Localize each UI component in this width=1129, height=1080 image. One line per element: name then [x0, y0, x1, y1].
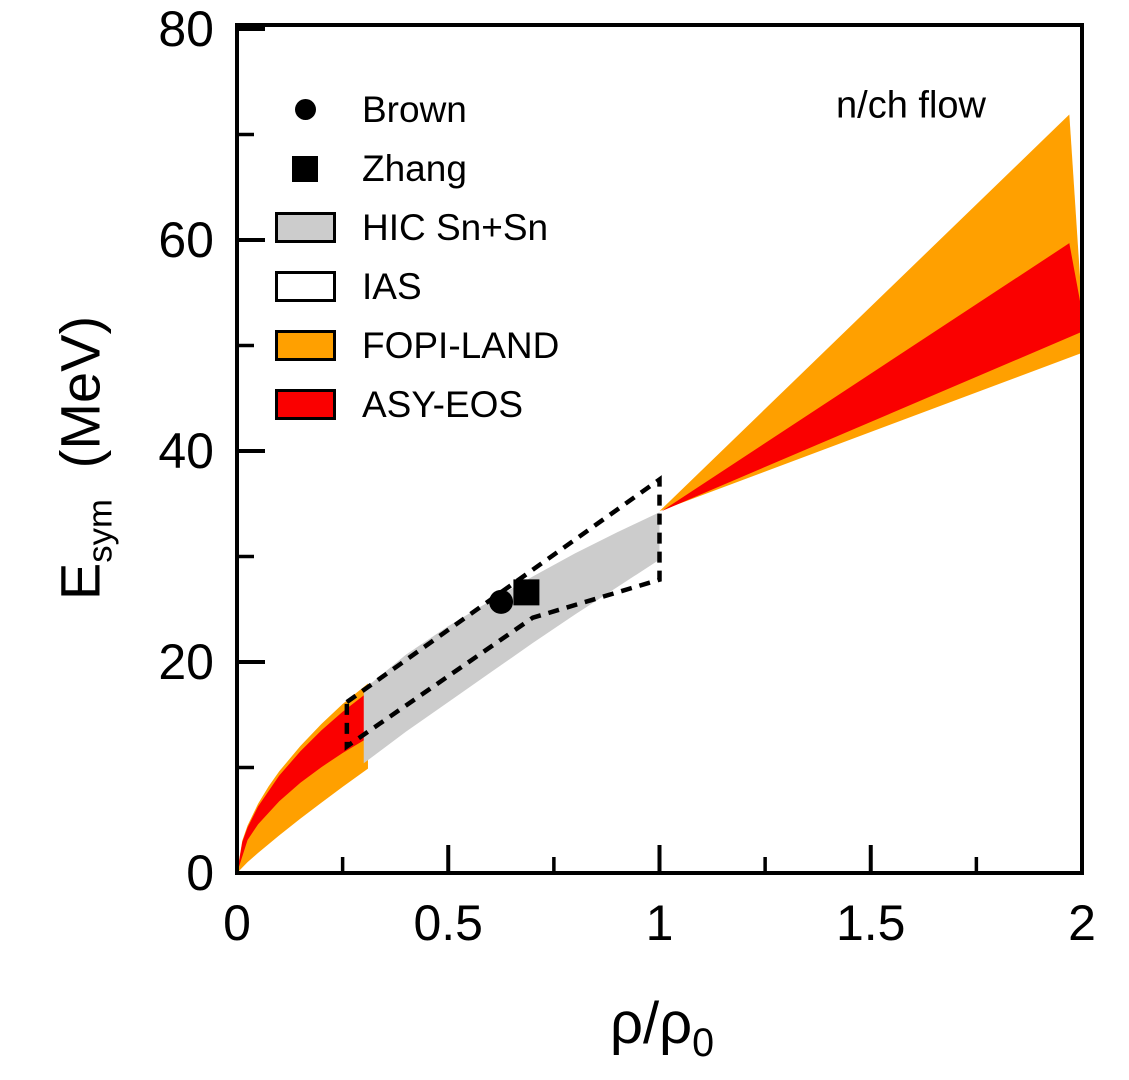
x-tick-label-0.5: 0.5 [413, 895, 483, 951]
legend: Brown Zhang HIC Sn+Sn IAS FOPI-LAND ASY-EOS [272, 80, 559, 434]
y-axis-symbol: E [48, 562, 112, 601]
fopi-land-box-swatch-icon [274, 330, 336, 361]
legend-label-fopi-land: FOPI-LAND [362, 324, 560, 366]
brown-circle-swatch-icon [294, 99, 316, 120]
x-axis-title: ρ/ρ0 [610, 990, 714, 1066]
x-tick-label-0: 0 [223, 895, 251, 951]
legend-label-hic-sn-sn: HIC Sn+Sn [362, 206, 549, 248]
marker-brown [489, 589, 514, 614]
y-axis-title: Esym (MeV) [47, 316, 120, 600]
marker-zhang [513, 579, 540, 606]
legend-item-ias: IAS [272, 257, 559, 316]
x-axis-symbol: ρ/ρ [609, 991, 693, 1057]
band-fopi-land-n-ch-flow-high-density [659, 114, 1082, 512]
annotation-nch-flow: n/ch flow [836, 84, 986, 127]
legend-marker-cell-zhang [272, 155, 338, 182]
x-tick-label-1.5: 1.5 [836, 895, 906, 951]
y-tick-label-60: 60 [158, 212, 214, 268]
asy-eos-box-swatch-icon [274, 389, 336, 420]
y-tick-label-80: 80 [158, 1, 214, 57]
y-tick-label-40: 40 [158, 423, 214, 479]
y-axis-subscript: sym [81, 499, 120, 563]
legend-marker-cell-fopi-land [272, 330, 338, 361]
legend-label-asy-eos: ASY-EOS [362, 383, 524, 425]
legend-item-hic-sn-sn: HIC Sn+Sn [272, 198, 559, 257]
ias-box-swatch-icon [274, 271, 336, 302]
legend-label-brown: Brown [362, 88, 467, 130]
legend-marker-cell-brown [272, 99, 338, 120]
band-asy-eos-high-density [661, 243, 1082, 512]
band-asy-eos-low-density [237, 693, 366, 873]
legend-marker-cell-hic-sn-sn [272, 212, 338, 243]
plot-frame [235, 23, 1084, 875]
legend-label-ias: IAS [362, 265, 422, 307]
legend-marker-cell-asy-eos [272, 389, 338, 420]
hic-sn-sn-box-swatch-icon [274, 212, 336, 243]
x-tick-label-2: 2 [1068, 895, 1096, 951]
legend-label-zhang: Zhang [362, 147, 467, 189]
x-tick-label-1: 1 [646, 895, 674, 951]
y-tick-label-20: 20 [158, 634, 214, 690]
zhang-square-swatch-icon [292, 155, 318, 182]
x-axis-subscript: 0 [692, 1020, 715, 1065]
legend-item-zhang: Zhang [272, 139, 559, 198]
band-hic-sn-sn [363, 512, 660, 764]
legend-item-fopi-land: FOPI-LAND [272, 316, 559, 375]
y-axis-units: (MeV) [48, 315, 112, 469]
legend-marker-cell-ias [272, 271, 338, 302]
legend-item-asy-eos: ASY-EOS [272, 375, 559, 434]
legend-item-brown: Brown [272, 80, 559, 139]
y-tick-label-0: 0 [186, 845, 214, 901]
